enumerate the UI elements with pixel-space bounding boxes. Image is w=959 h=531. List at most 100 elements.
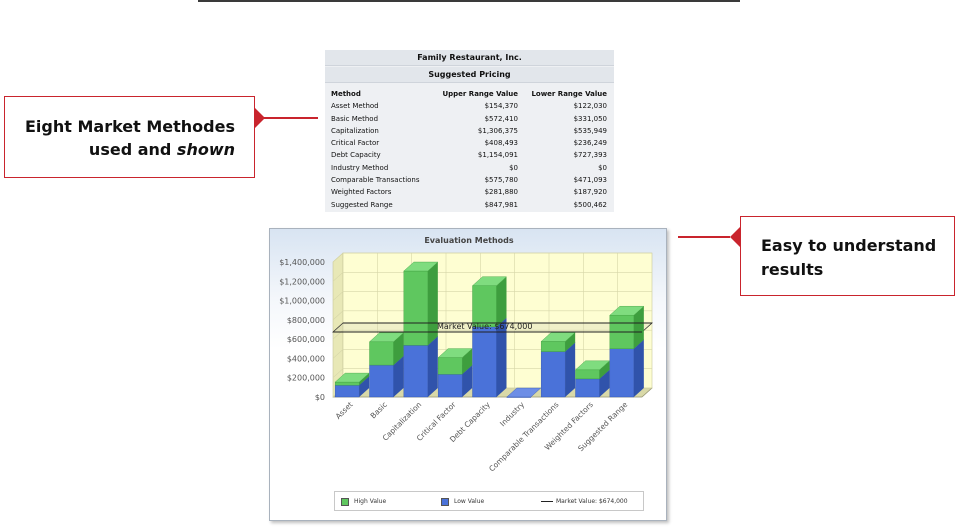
row-upper: $281,880 — [484, 188, 518, 197]
low-bar — [403, 345, 429, 398]
table-row: Capitalization $1,306,375 $535,949 — [325, 125, 614, 137]
legend-low: Low Value — [441, 497, 484, 507]
row-method: Weighted Factors — [331, 188, 392, 197]
side-gridline — [332, 368, 344, 378]
high-bar-side — [633, 306, 644, 349]
high-bar-top — [437, 348, 473, 358]
table-row: Comparable Transactions $575,780 $471,093 — [325, 174, 614, 186]
left-connector-line — [262, 117, 318, 119]
row-method: Asset Method — [331, 102, 379, 111]
header-method: Method — [331, 90, 361, 98]
row-upper: $0 — [509, 163, 518, 172]
high-bar — [403, 270, 429, 346]
high-bar-top — [574, 360, 611, 371]
high-bar-side — [427, 262, 438, 346]
row-upper: $572,410 — [484, 114, 518, 123]
row-method: Critical Factor — [331, 139, 380, 148]
row-lower: $471,093 — [573, 176, 607, 185]
x-tick-label: Basic — [369, 400, 389, 420]
legend-low-swatch — [441, 497, 449, 506]
low-bar-side — [427, 336, 438, 397]
side-gridline — [332, 349, 344, 359]
low-bar-side — [565, 342, 576, 397]
left-callout: Eight Market Methodes used and shown — [4, 96, 255, 178]
table-subtitle: Suggested Pricing — [325, 67, 614, 83]
row-upper: $1,154,091 — [477, 151, 518, 160]
high-bar-side — [393, 332, 404, 366]
x-tick-label: Comparable Transactions — [487, 400, 560, 473]
bar-group — [471, 276, 508, 398]
chart-title: Evaluation Methods — [424, 236, 514, 245]
row-upper: $154,370 — [484, 102, 518, 111]
legend-market-line — [541, 501, 553, 502]
y-tick-label: $1,000,000 — [279, 297, 325, 306]
legend-market: Market Value: $674,000 — [541, 497, 628, 507]
y-tick-label: $800,000 — [287, 316, 325, 325]
y-tick-label: $1,400,000 — [279, 258, 325, 267]
evaluation-methods-chart: Evaluation Methods $0 $200,000 $400,000 $600… — [269, 228, 667, 521]
table-row: Asset Method $154,370 $122,030 — [325, 100, 614, 112]
chart-floor-edge — [641, 387, 653, 398]
left-callout-pointer — [255, 108, 265, 128]
legend-low-label: Low Value — [454, 498, 485, 505]
row-upper: $847,981 — [484, 200, 518, 209]
row-lower: $236,249 — [573, 139, 607, 148]
side-gridline — [332, 272, 344, 282]
bar-group — [368, 332, 405, 398]
y-tick-label: $200,000 — [287, 374, 325, 383]
high-bar — [540, 341, 566, 352]
high-bar — [334, 381, 360, 386]
right-callout-pointer — [730, 227, 740, 247]
row-lower: $122,030 — [573, 102, 607, 111]
low-bar — [369, 364, 394, 398]
high-bar-side — [496, 276, 507, 327]
row-lower: $331,050 — [573, 114, 607, 123]
bar-group — [574, 360, 611, 398]
right-callout: Easy to understand results — [740, 216, 955, 296]
high-bar-side — [565, 332, 576, 352]
bar-group — [334, 372, 370, 398]
row-method: Basic Method — [331, 114, 379, 123]
high-bar-top — [471, 276, 508, 286]
low-bar-side — [359, 376, 370, 397]
row-lower: $727,393 — [573, 151, 607, 160]
row-method: Industry Method — [331, 163, 389, 172]
low-bar — [437, 374, 463, 398]
side-gridline — [332, 291, 344, 301]
low-bar — [472, 326, 497, 398]
x-tick-label: Industry — [498, 400, 527, 429]
market-value-label: Market Value: $674,000 — [437, 322, 532, 331]
table-row: Basic Method $572,410 $331,050 — [325, 113, 614, 125]
high-bar — [369, 341, 394, 366]
low-bar — [334, 385, 360, 398]
row-method: Comparable Transactions — [331, 176, 420, 185]
high-bar-side — [599, 360, 610, 379]
x-tick-label: Asset — [334, 400, 355, 421]
high-bar-top — [540, 332, 576, 342]
table-row: Suggested Range $847,981 $500,462 — [325, 199, 614, 211]
bar-group — [609, 306, 645, 398]
y-tick-label: $400,000 — [287, 354, 325, 363]
left-callout-emphasis: shown — [176, 140, 235, 159]
table-row: Industry Method $0 $0 — [325, 162, 614, 174]
side-gridline — [332, 252, 344, 263]
row-method: Capitalization — [331, 126, 379, 135]
row-upper: $408,493 — [484, 139, 518, 148]
high-bar-top — [334, 372, 370, 383]
table-row: Weighted Factors $281,880 $187,920 — [325, 186, 614, 198]
high-bar — [472, 285, 497, 328]
high-bar-top — [609, 306, 645, 316]
header-lower: Lower Range Value — [531, 90, 607, 98]
low-bar — [575, 378, 600, 398]
row-lower: $187,920 — [573, 188, 607, 197]
row-upper: $1,306,375 — [477, 126, 518, 135]
high-bar-top — [368, 332, 405, 343]
y-tick-label: $1,200,000 — [279, 277, 325, 286]
right-callout-line2: results — [761, 260, 824, 279]
bar-group — [506, 387, 542, 398]
chart-canvas: Evaluation Methods $0 $200,000 $400,000 $600… — [279, 236, 654, 473]
row-method: Debt Capacity — [331, 151, 381, 160]
right-connector-line — [678, 236, 730, 238]
chart-legend: High Value Low Value Market Value: $674,… — [334, 491, 644, 511]
left-callout-line1: Eight Market Methodes — [25, 117, 235, 136]
